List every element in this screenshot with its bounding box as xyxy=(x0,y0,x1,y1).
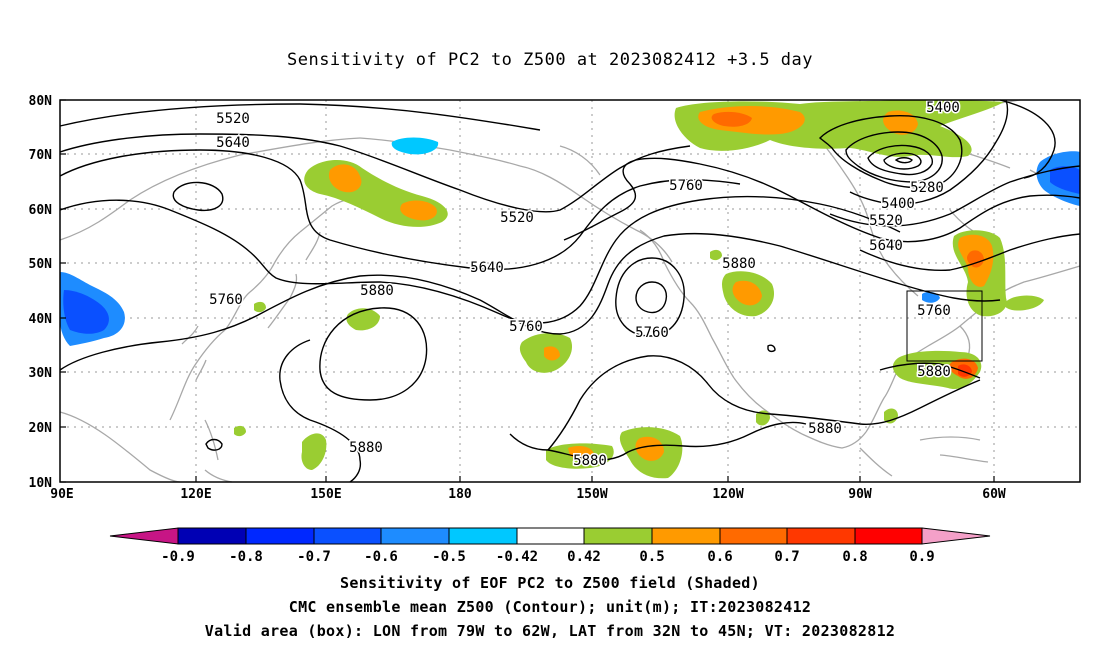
negative-sensitivity-core xyxy=(1050,166,1080,194)
positive-sensitivity-area xyxy=(254,301,266,313)
contour-label: 5880 xyxy=(722,256,756,272)
contour-label: 5760 xyxy=(669,178,703,194)
lat-label: 60N xyxy=(29,203,53,218)
positive-sensitivity-area xyxy=(1004,295,1044,311)
positive-sensitivity-core xyxy=(732,280,762,306)
colorbar-label: -0.42 xyxy=(496,549,538,565)
chart-title: Sensitivity of PC2 to Z500 at 2023082412… xyxy=(286,50,813,70)
lon-label: 90E xyxy=(50,487,73,502)
caption-line-2: CMC ensemble mean Z500 (Contour); unit(m… xyxy=(288,598,812,616)
contour-label: 5640 xyxy=(869,238,903,254)
lat-label: 20N xyxy=(29,421,53,436)
colorbar-label: 0.6 xyxy=(707,549,732,565)
colorbar-swatch xyxy=(448,527,518,545)
positive-sensitivity-core xyxy=(400,200,437,221)
lat-label: 10N xyxy=(29,476,53,491)
contour-label: 5520 xyxy=(216,111,250,127)
contour-label: 5880 xyxy=(360,283,394,299)
contour-label: 5520 xyxy=(869,213,903,229)
lon-label: 150E xyxy=(310,487,341,502)
contour-label: 5880 xyxy=(808,421,842,437)
contour-label: 5760 xyxy=(635,325,669,341)
colorbar xyxy=(109,527,991,545)
valid-area-box xyxy=(906,290,983,362)
positive-sensitivity-core xyxy=(328,164,362,193)
colorbar-label: 0.7 xyxy=(774,549,799,565)
colorbar-swatch xyxy=(313,527,382,545)
map-frame xyxy=(59,99,1081,483)
positive-sensitivity-high xyxy=(967,250,984,268)
contour-label: 5760 xyxy=(209,292,243,308)
contour-label: 5880 xyxy=(349,440,383,456)
colorbar-label: -0.6 xyxy=(364,549,398,565)
axis-ticks xyxy=(60,99,995,483)
contour-label: 5280 xyxy=(910,180,944,196)
colorbar-swatch xyxy=(516,527,585,545)
colorbar-label: -0.7 xyxy=(297,549,331,565)
positive-sensitivity-high xyxy=(711,111,752,127)
positive-sensitivity-area xyxy=(301,433,327,470)
lat-label: 40N xyxy=(29,312,53,327)
positive-sensitivity-core xyxy=(544,346,560,361)
lon-label: 120W xyxy=(712,487,743,502)
lon-label: 120E xyxy=(180,487,211,502)
lat-label: 70N xyxy=(29,148,53,163)
positive-sensitivity-area xyxy=(710,249,722,261)
caption-line-3: Valid area (box): LON from 79W to 62W, L… xyxy=(204,622,896,640)
contour-label: 5760 xyxy=(509,319,543,335)
colorbar-label: 0.42 xyxy=(567,549,601,565)
colorbar-swatch xyxy=(177,527,247,545)
z500-contours xyxy=(59,99,1081,483)
colorbar-swatch xyxy=(245,527,315,545)
colorbar-label: 0.8 xyxy=(842,549,867,565)
positive-sensitivity-area xyxy=(346,308,380,331)
colorbar-swatch xyxy=(921,527,991,545)
lon-label: 60W xyxy=(982,487,1006,502)
colorbar-swatch xyxy=(380,527,450,545)
contour-label: 5880 xyxy=(917,364,951,380)
colorbar-label: -0.8 xyxy=(229,549,263,565)
shaded-sensitivity xyxy=(60,100,1080,479)
contour-label: 5520 xyxy=(500,210,534,226)
colorbar-swatch xyxy=(786,527,856,545)
positive-sensitivity-area xyxy=(234,425,246,437)
lat-label: 30N xyxy=(29,366,53,381)
contour-label: 5400 xyxy=(881,196,915,212)
contour-label: 5880 xyxy=(573,453,607,469)
colorbar-swatch xyxy=(583,527,653,545)
positive-sensitivity-core xyxy=(635,436,664,461)
contour-label: 5640 xyxy=(470,260,504,276)
caption-line-1: Sensitivity of EOF PC2 to Z500 field (Sh… xyxy=(340,574,760,592)
colorbar-label: -0.5 xyxy=(432,549,466,565)
negative-sensitivity-core xyxy=(63,290,109,334)
colorbar-swatch xyxy=(651,527,721,545)
negative-sensitivity-area xyxy=(391,137,439,155)
lon-label: 180 xyxy=(448,487,472,502)
colorbar-swatch xyxy=(109,527,179,545)
lon-label: 150W xyxy=(576,487,607,502)
lon-label: 90W xyxy=(848,487,872,502)
colorbar-label: -0.9 xyxy=(161,549,195,565)
lat-label: 80N xyxy=(29,94,53,109)
contour-label: 5640 xyxy=(216,135,250,151)
negative-sensitivity-area xyxy=(922,291,940,303)
colorbar-label: 0.9 xyxy=(909,549,934,565)
contour-label: 5760 xyxy=(917,303,951,319)
contour-label: 5400 xyxy=(926,100,960,116)
colorbar-swatch xyxy=(854,527,923,545)
colorbar-label: 0.5 xyxy=(639,549,664,565)
colorbar-swatch xyxy=(719,527,788,545)
lat-label: 50N xyxy=(29,257,53,272)
